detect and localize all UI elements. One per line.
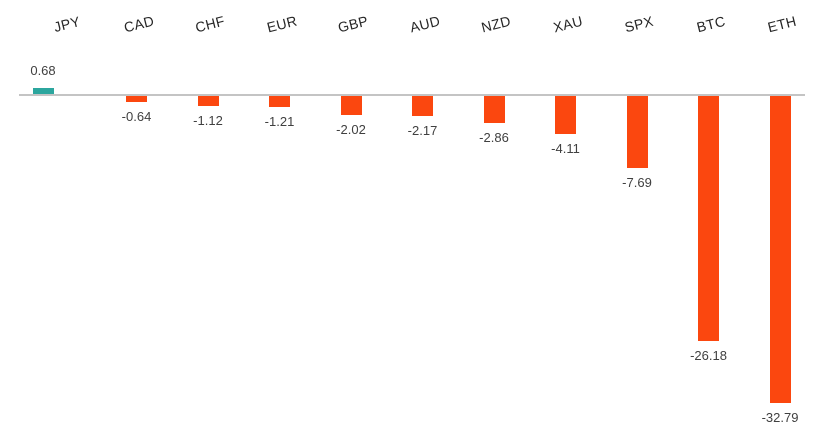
bar-eur bbox=[269, 96, 290, 108]
category-label-cad: CAD bbox=[121, 12, 156, 36]
bar-cad bbox=[126, 96, 147, 102]
value-label-xau: -4.11 bbox=[551, 141, 580, 157]
category-label-eth: ETH bbox=[766, 12, 798, 36]
value-label-eur: -1.21 bbox=[264, 114, 295, 130]
value-label-gbp: -2.02 bbox=[336, 121, 366, 137]
bar-chf bbox=[197, 96, 219, 107]
bar-btc bbox=[698, 96, 719, 342]
category-label-xau: XAU bbox=[551, 12, 584, 36]
value-label-jpy: 0.68 bbox=[30, 62, 56, 78]
category-label-aud: AUD bbox=[407, 12, 442, 36]
bar-xau bbox=[555, 96, 576, 135]
category-label-jpy: JPY bbox=[52, 13, 82, 35]
x-axis-zero-line bbox=[19, 94, 805, 96]
value-label-spx: -7.69 bbox=[622, 174, 652, 190]
value-label-aud: -2.17 bbox=[407, 123, 438, 139]
category-label-gbp: GBP bbox=[336, 12, 370, 36]
category-label-chf: CHF bbox=[193, 12, 227, 36]
bar-gbp bbox=[340, 96, 362, 115]
value-label-nzd: -2.86 bbox=[479, 129, 509, 145]
value-label-btc: -26.18 bbox=[690, 348, 727, 364]
bar-nzd bbox=[483, 96, 505, 123]
category-label-nzd: NZD bbox=[479, 12, 513, 36]
bar-spx bbox=[626, 96, 648, 168]
bar-aud bbox=[412, 96, 433, 117]
value-label-cad: -0.64 bbox=[121, 108, 152, 124]
value-label-eth: -32.79 bbox=[761, 409, 799, 425]
category-label-spx: SPX bbox=[623, 12, 655, 36]
bar-jpy bbox=[32, 87, 54, 94]
category-label-eur: EUR bbox=[264, 12, 299, 36]
value-label-chf: -1.12 bbox=[193, 113, 223, 129]
category-label-btc: BTC bbox=[694, 12, 727, 36]
bar-eth bbox=[769, 96, 791, 403]
